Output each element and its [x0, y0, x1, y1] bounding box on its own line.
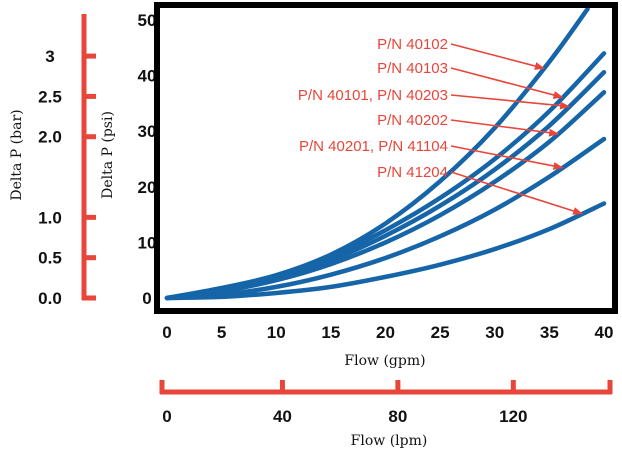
series-line: [164, 136, 607, 301]
annotation-arrow: [450, 145, 564, 170]
x-tick-label: 25: [431, 323, 450, 342]
x-tick-label: 20: [376, 323, 395, 342]
x-tick-label: 30: [485, 323, 504, 342]
x-axis-title: Flow (gpm): [344, 353, 425, 369]
annotation-label: P/N 40102: [377, 36, 448, 53]
y-tick-label: 20: [138, 178, 157, 197]
annotation-arrow: [450, 43, 545, 70]
lpm-scale: 0 40 80 120 Flow (lpm): [159, 380, 613, 449]
annotation-arrow: [450, 67, 564, 99]
x-tick-label: 40: [595, 323, 614, 342]
bar-tick-label: 1.0: [38, 208, 62, 227]
lpm-tick-label: 40: [273, 407, 292, 426]
annotation-arrow: [450, 94, 571, 110]
lpm-tick-label: 80: [388, 407, 407, 426]
series-line: [164, 201, 607, 301]
y-tick-label: 10: [138, 233, 157, 252]
bar-tick-label: 2.5: [38, 87, 62, 106]
annotation-label: P/N 40201, P/N 41104: [299, 138, 448, 155]
x-tick-label: 35: [540, 323, 559, 342]
lpm-scale-title: Flow (lpm): [351, 433, 428, 449]
bar-tick-label: 3: [45, 47, 54, 66]
annotation-arrow: [450, 119, 560, 137]
x-tick-label: 0: [162, 323, 171, 342]
annotation-label: P/N 40101, P/N 40203: [298, 87, 448, 104]
x-tick-label: 5: [217, 323, 226, 342]
y-tick-label: 30: [138, 122, 157, 141]
x-tick-label: 10: [267, 323, 286, 342]
plot-frame: [154, 2, 618, 314]
y-axis-title: Delta P (psi): [100, 111, 116, 199]
lpm-tick-label: 0: [162, 407, 171, 426]
y-tick-label: 50: [138, 11, 157, 30]
y-tick-label: 40: [138, 67, 157, 86]
annotation-label: P/N 40103: [377, 60, 448, 77]
bar-tick-label: 2.0: [38, 128, 62, 147]
bar-scale-title: Delta P (bar): [9, 109, 25, 200]
series-line: [164, 90, 607, 301]
annotation-label: P/N 41204: [377, 164, 448, 181]
bar-tick-label: 0.5: [38, 249, 62, 268]
lpm-tick-label: 120: [499, 407, 527, 426]
annotation-label: P/N 40202: [377, 112, 448, 129]
bar-tick-label: 0.0: [38, 289, 62, 308]
x-tick-label: 15: [321, 323, 340, 342]
bar-scale: 3 2.5 2.0 1.0 0.5 0.0 Delta P (bar): [9, 14, 96, 308]
y-tick-label: 0: [142, 289, 151, 308]
annotation-arrow: [450, 171, 584, 215]
